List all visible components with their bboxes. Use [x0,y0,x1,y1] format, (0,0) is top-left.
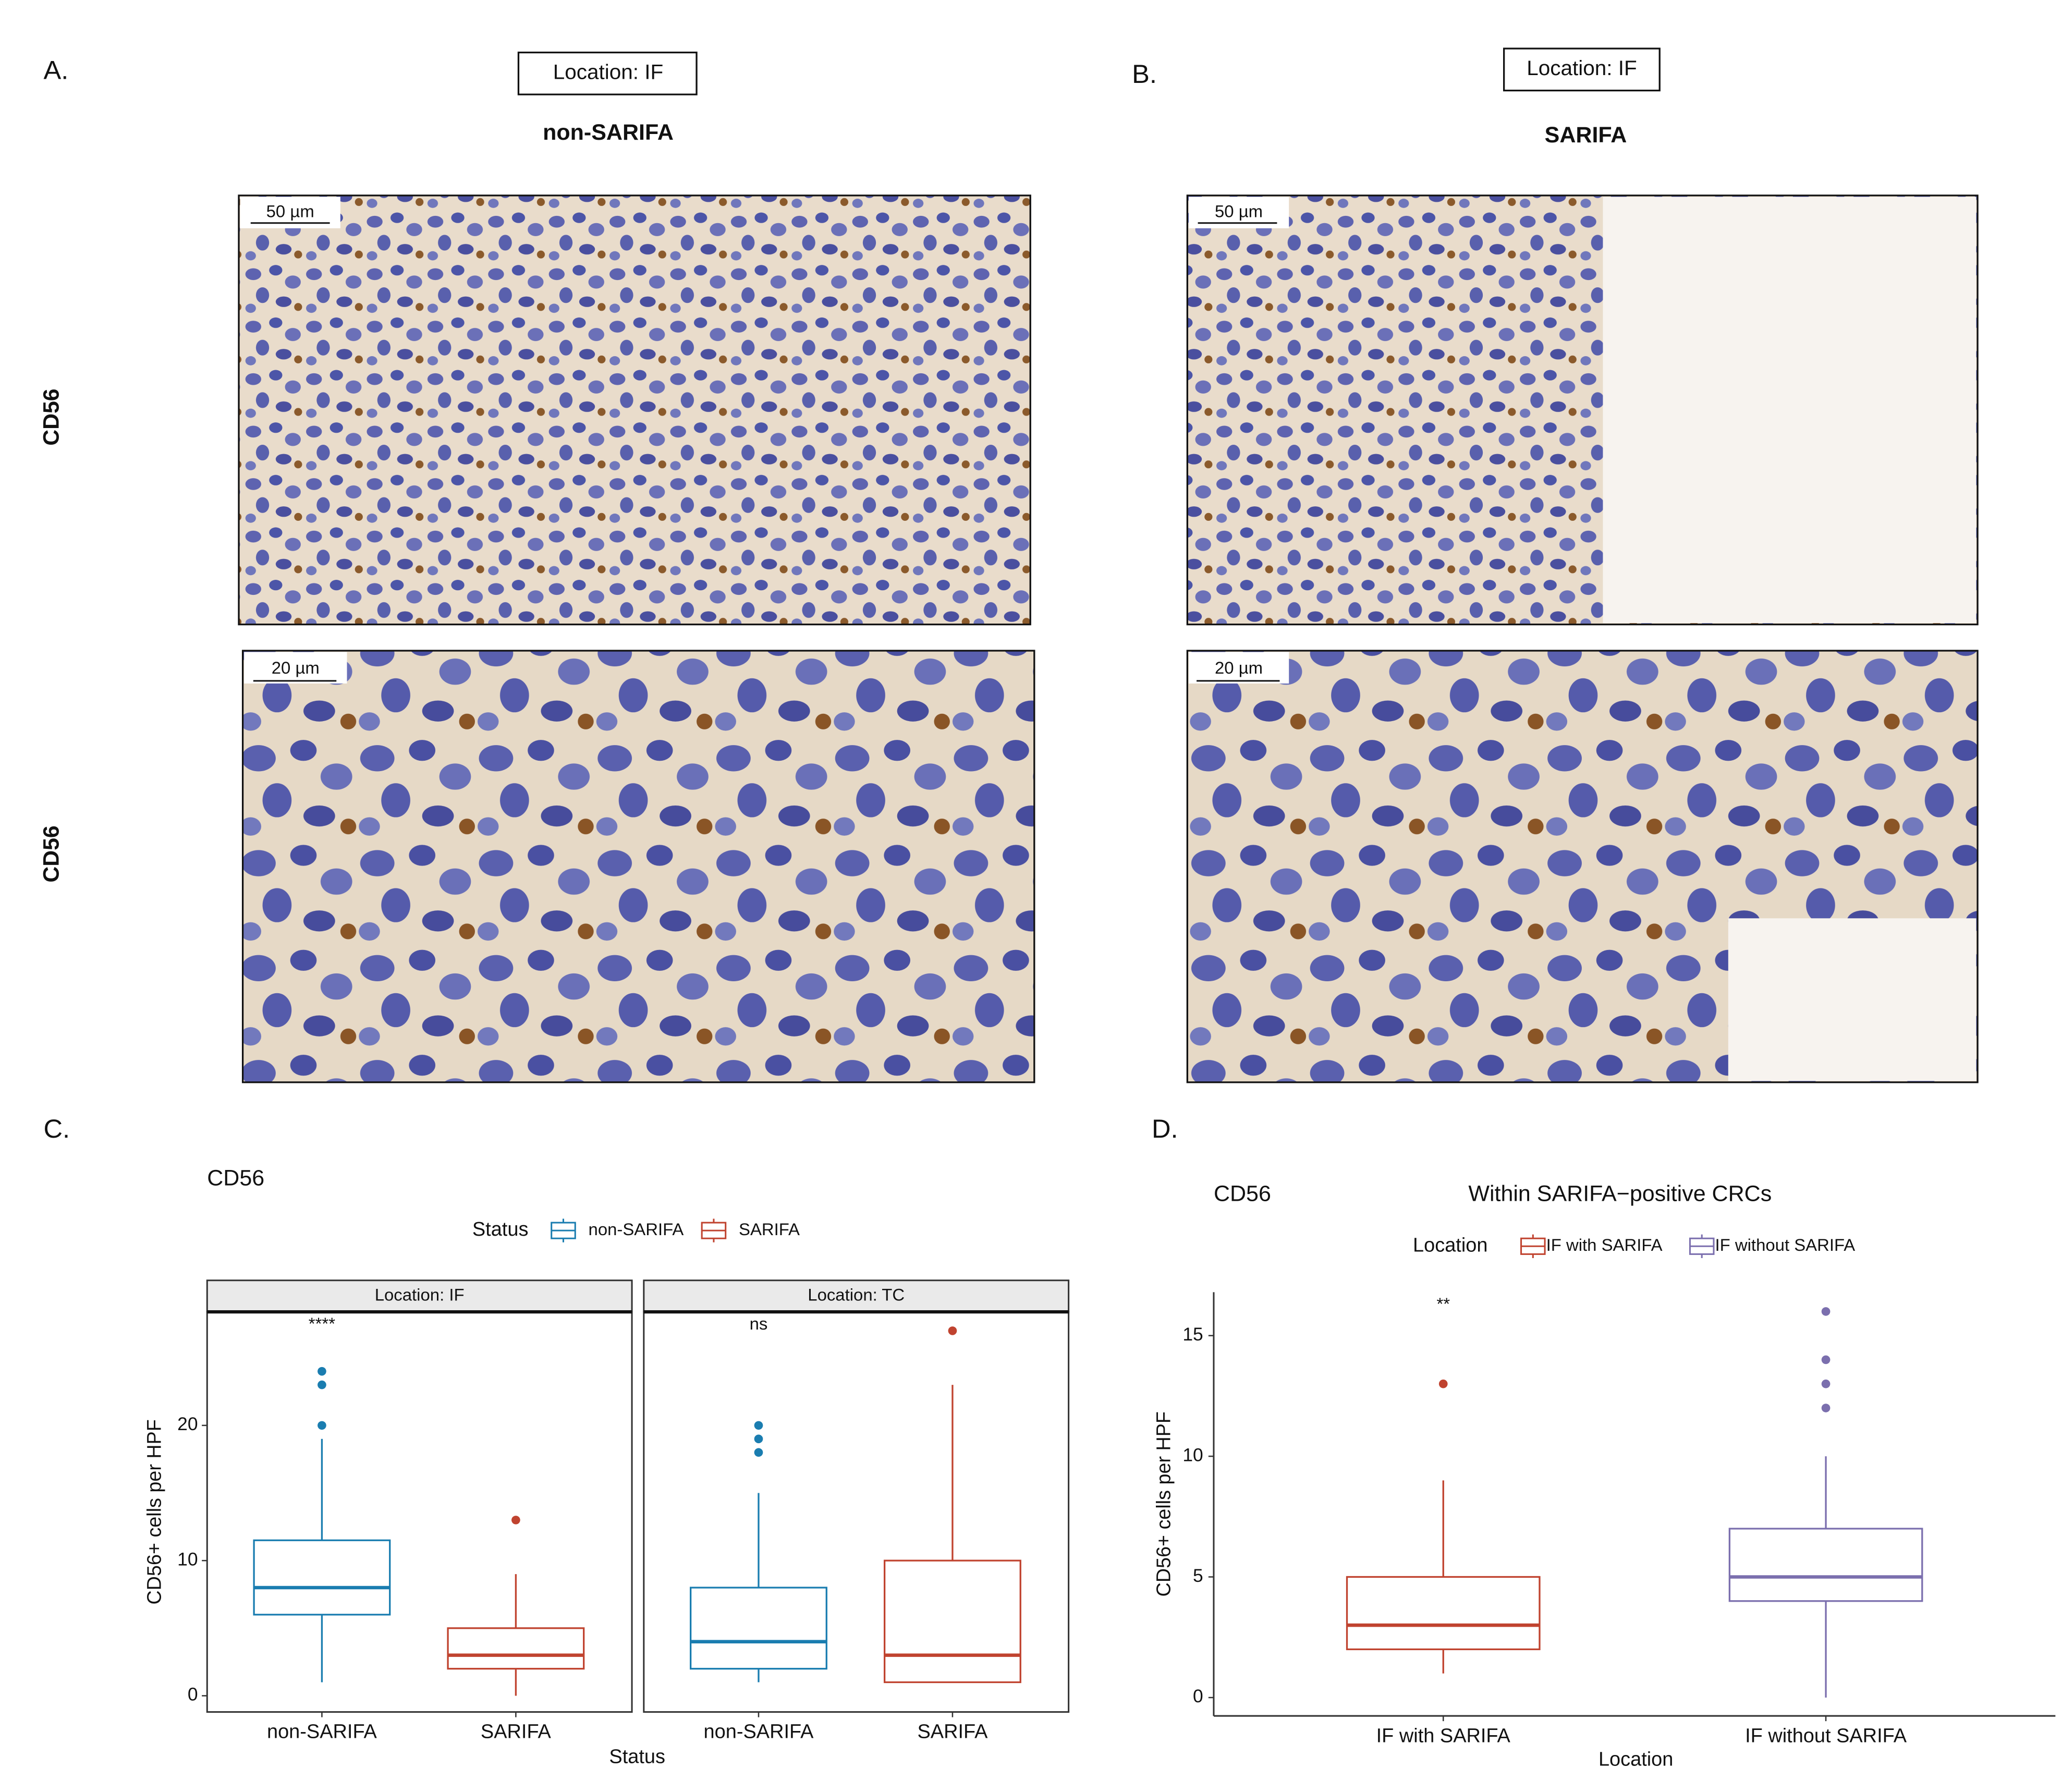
outlier [1821,1307,1831,1316]
panel-label: B. [1132,59,1157,89]
facet-strip [643,1279,1070,1313]
scale-bar-label: 50 µm [266,201,314,221]
box [1346,1576,1541,1650]
micrograph [241,650,1035,1083]
outlier [948,1326,957,1335]
adipose-region [1603,197,1976,624]
facet-label: Location: TC [808,1285,905,1305]
legend-title: Location [1413,1234,1487,1256]
outlier [318,1367,326,1376]
x-tick-label: non-SARIFA [267,1721,377,1743]
scale-bar-label: 20 µm [272,658,320,677]
chart-title: CD56 [207,1165,264,1190]
x-tick-label: IF without SARIFA [1745,1725,1907,1747]
panel-label: D. [1152,1114,1178,1143]
y-tick-label: 20 [177,1414,198,1434]
y-tick-label: 10 [1182,1445,1203,1465]
legend-label: IF with SARIFA [1546,1235,1663,1254]
significance-label: **** [309,1314,335,1333]
location-label: Location: IF [553,60,663,84]
box [883,1559,1021,1684]
legend-label: non-SARIFA [589,1220,684,1239]
outlier [754,1448,763,1457]
box [447,1627,585,1670]
outlier [318,1421,326,1430]
significance-label: ns [750,1314,768,1333]
significance-label: ** [1436,1294,1450,1313]
box [1728,1528,1923,1602]
scale-bar-label: 20 µm [1215,658,1263,677]
panel-label: C. [44,1114,70,1143]
y-tick-label: 0 [188,1685,198,1705]
scale-bar-label: 50 µm [1215,201,1263,221]
panel-label: A. [44,55,69,85]
y-axis-label: CD56+ cells per HPF [144,1419,166,1604]
y-tick-label: 10 [177,1550,198,1570]
outlier [1821,1355,1831,1364]
x-tick-label: non-SARIFA [704,1721,814,1743]
y-tick-label: 5 [1193,1566,1203,1586]
chart-title: CD56 [1214,1181,1271,1206]
micrograph [238,194,1031,626]
legend-label: SARIFA [739,1220,800,1239]
chart-subtitle: Within SARIFA−positive CRCs [1468,1181,1772,1206]
row-label: CD56 [39,825,64,882]
outlier [318,1380,326,1389]
box [253,1539,391,1616]
outlier [1821,1379,1831,1388]
box [690,1587,827,1670]
legend-label: IF without SARIFA [1715,1235,1856,1254]
location-box [517,52,698,95]
outlier [511,1516,520,1525]
outlier [1438,1379,1448,1388]
x-tick-label: SARIFA [481,1721,552,1743]
legend-title: Status [472,1218,529,1240]
y-axis-label: CD56+ cells per HPF [1153,1411,1175,1596]
y-tick-label: 0 [1193,1686,1203,1706]
scale-bar-bg [244,652,347,684]
adipose-region [1728,918,1976,1081]
x-axis-label: Status [609,1746,665,1768]
facet-label: Location: IF [375,1285,465,1305]
outlier [1821,1404,1831,1412]
outlier [754,1434,763,1444]
facet-strip [206,1279,633,1313]
location-label: Location: IF [1527,56,1637,80]
panel-title: non-SARIFA [543,120,674,145]
scale-bar-bg [1188,652,1289,684]
outlier [754,1421,763,1430]
y-tick-label: 15 [1182,1324,1203,1345]
x-tick-label: IF with SARIFA [1376,1725,1511,1747]
x-tick-label: SARIFA [917,1721,988,1743]
panel-title: SARIFA [1545,123,1627,148]
location-box [1503,47,1661,92]
x-axis-label: Location [1599,1749,1673,1771]
row-label: CD56 [39,388,64,445]
